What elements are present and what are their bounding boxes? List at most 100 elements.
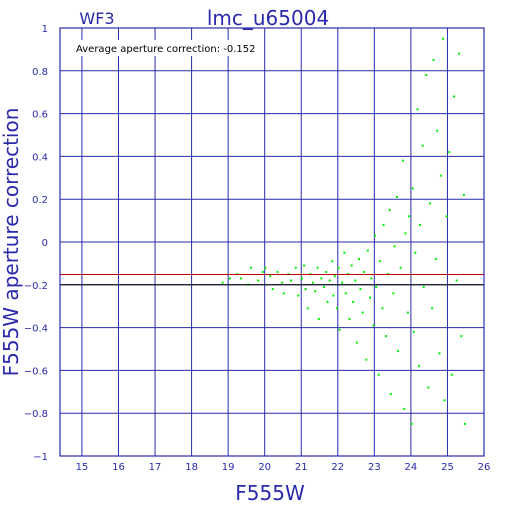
data-point — [249, 266, 252, 269]
data-point — [417, 365, 420, 368]
data-point — [401, 159, 404, 162]
x-tick-label: 24 — [405, 462, 418, 473]
data-point — [228, 277, 231, 280]
data-point — [331, 260, 334, 263]
data-point — [397, 350, 400, 353]
data-point — [341, 281, 344, 284]
x-tick-label: 19 — [222, 462, 235, 473]
y-tick-label: 0 — [42, 238, 48, 249]
data-point — [314, 290, 317, 293]
data-point — [306, 307, 309, 310]
data-point — [411, 187, 414, 190]
x-tick-label: 15 — [76, 462, 89, 473]
data-point — [294, 266, 297, 269]
data-point — [337, 266, 340, 269]
chart-title: lmc_u65004 — [207, 6, 329, 30]
data-point — [357, 258, 360, 261]
data-point — [404, 232, 407, 235]
data-point — [385, 335, 388, 338]
x-tick-label: 21 — [295, 462, 308, 473]
grid — [60, 28, 484, 456]
data-point — [239, 277, 242, 280]
grid-lines-y — [60, 70, 484, 414]
data-point — [406, 311, 409, 314]
data-point — [333, 275, 336, 278]
data-point — [455, 279, 458, 282]
data-point — [382, 223, 385, 226]
data-point — [320, 277, 323, 280]
data-point — [361, 311, 364, 314]
data-point — [458, 52, 461, 55]
data-point — [370, 277, 373, 280]
data-point — [316, 266, 319, 269]
data-point — [368, 296, 371, 299]
data-point — [355, 341, 358, 344]
y-tick-label: 0.4 — [32, 152, 48, 163]
data-point — [311, 281, 314, 284]
x-tick-label: 18 — [185, 462, 198, 473]
data-point — [354, 279, 357, 282]
data-point — [257, 279, 260, 282]
chip-label: WF3 — [79, 9, 114, 28]
data-point — [460, 335, 463, 338]
data-point — [462, 193, 465, 196]
data-point — [375, 285, 378, 288]
data-point — [410, 422, 413, 425]
data-point — [432, 59, 435, 62]
data-point — [392, 292, 395, 295]
y-tick-label: 0.6 — [32, 110, 48, 121]
data-point — [445, 215, 448, 218]
data-point — [348, 318, 351, 321]
data-point — [419, 223, 422, 226]
data-point — [388, 208, 391, 211]
data-point — [332, 294, 335, 297]
data-point — [414, 251, 417, 254]
data-point — [359, 288, 362, 291]
data-point — [416, 108, 419, 111]
data-point — [366, 249, 369, 252]
data-point — [271, 288, 274, 291]
data-point — [326, 300, 329, 303]
data-point — [350, 264, 353, 267]
x-tick-label: 20 — [258, 462, 271, 473]
data-point — [421, 144, 424, 147]
data-point — [431, 307, 434, 310]
y-tick-label: 0.8 — [32, 67, 48, 78]
data-point — [443, 399, 446, 402]
annotation-background — [72, 40, 258, 56]
data-point — [377, 373, 380, 376]
data-point — [374, 234, 377, 237]
data-point — [439, 174, 442, 177]
data-point — [381, 307, 384, 310]
data-point — [322, 285, 325, 288]
data-point — [303, 264, 306, 267]
data-point — [269, 275, 272, 278]
data-point — [344, 292, 347, 295]
data-point — [434, 258, 437, 261]
x-tick-label: 22 — [331, 462, 344, 473]
x-tick-label: 23 — [368, 462, 381, 473]
data-point — [363, 270, 366, 273]
y-axis-label: F555W aperture correction — [0, 108, 23, 377]
data-point — [297, 294, 300, 297]
plot-frame — [59, 27, 485, 457]
data-point — [448, 151, 451, 154]
data-point — [396, 196, 399, 199]
data-point — [290, 279, 293, 282]
data-point — [425, 74, 428, 77]
average-annotation: Average aperture correction: -0.152 — [76, 44, 256, 55]
scatter-points — [221, 37, 466, 425]
data-point — [408, 215, 411, 218]
data-point — [325, 270, 328, 273]
y-tick-label: −0.6 — [24, 366, 48, 377]
data-point — [463, 422, 466, 425]
data-point — [403, 407, 406, 410]
data-point — [442, 37, 445, 40]
data-point — [389, 392, 392, 395]
x-tick-label: 16 — [112, 462, 125, 473]
data-point — [372, 324, 375, 327]
y-tick-label: −0.4 — [24, 324, 48, 335]
data-point — [365, 358, 368, 361]
x-tick-label: 26 — [478, 462, 491, 473]
